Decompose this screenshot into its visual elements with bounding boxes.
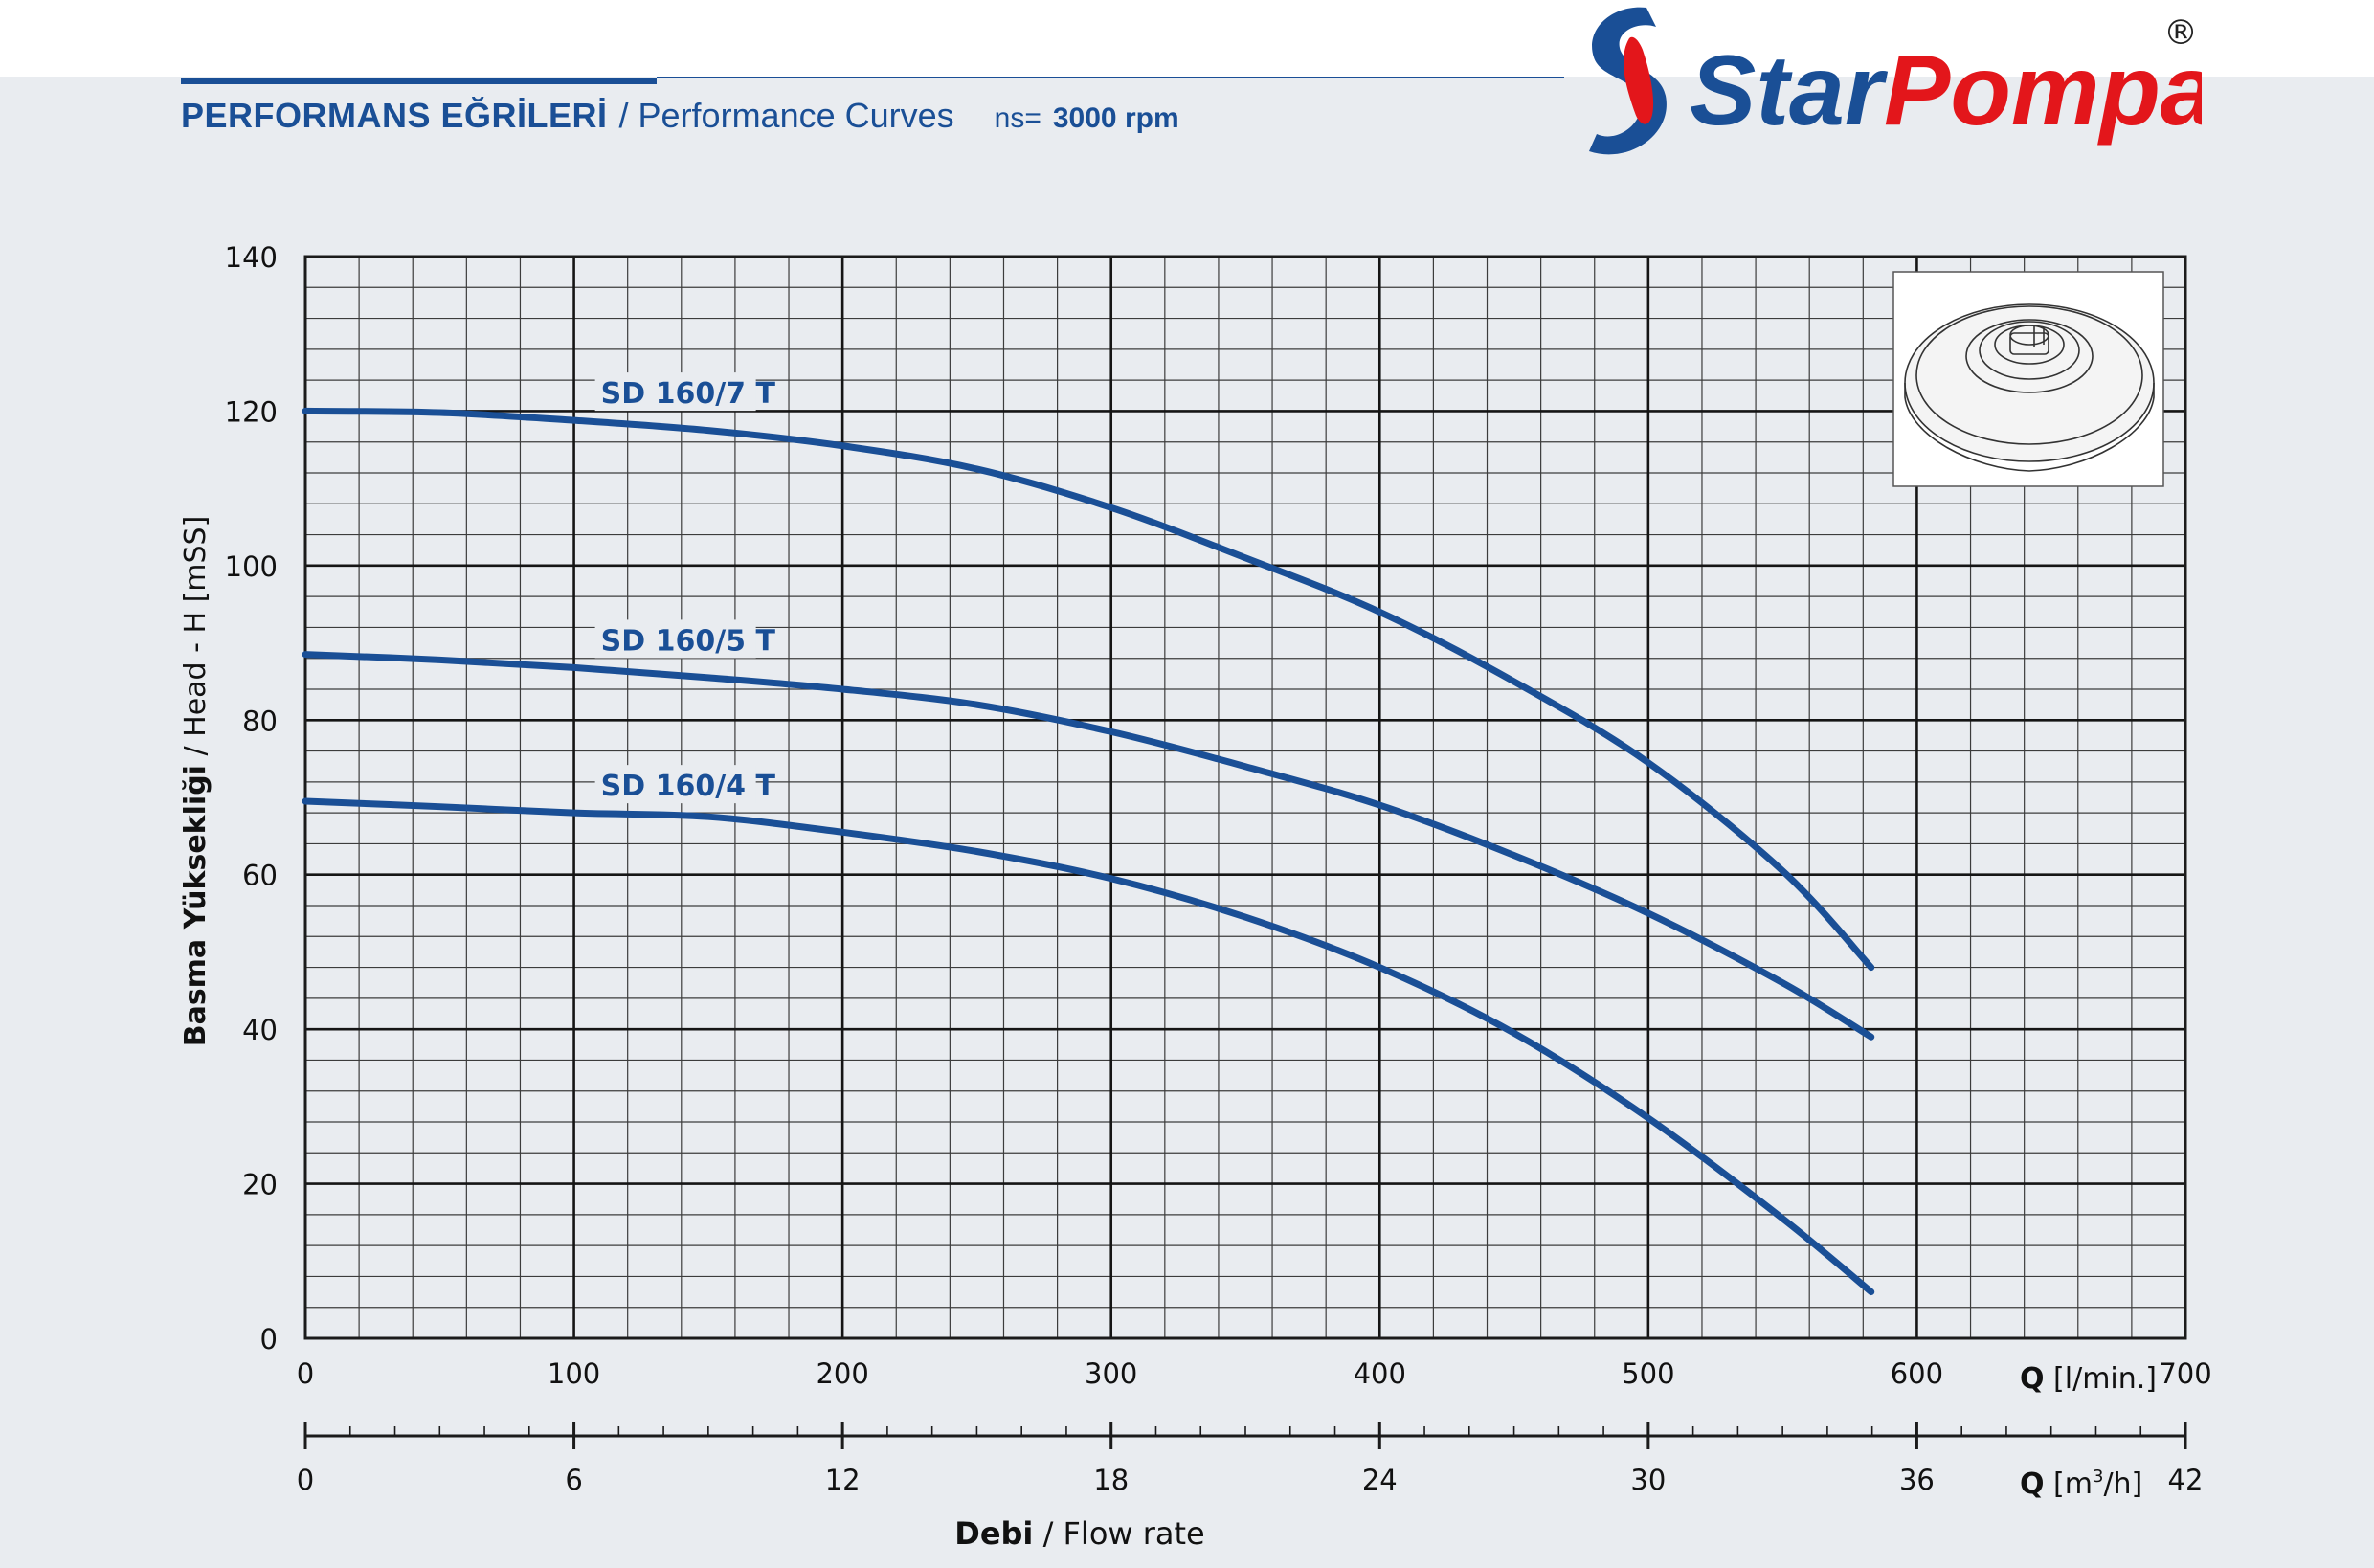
ns-label: ns=	[994, 102, 1041, 134]
secondary-tick-label: 30	[1630, 1464, 1666, 1496]
secondary-tick-label: 36	[1899, 1464, 1935, 1496]
x-tick-labels-lmin: 0 100 200 300 400 500 600 700	[297, 1357, 2212, 1390]
header-rule-thick	[181, 78, 657, 84]
y-tick-label: 0	[260, 1323, 278, 1355]
y-tick-label: 40	[242, 1014, 278, 1046]
series-label: SD 160/5 T	[601, 624, 776, 658]
x-tick-label: 600	[1891, 1357, 1943, 1390]
secondary-tick-label: 6	[565, 1464, 582, 1496]
plot-frame	[303, 255, 2187, 1340]
impeller-icon	[1904, 303, 2155, 472]
curve-sd-160-7-t	[302, 407, 1875, 972]
secondary-axis-major-ticks	[303, 1422, 2187, 1449]
series-label: SD 160/4 T	[601, 770, 776, 803]
header-band	[0, 0, 2374, 77]
x-tick-label: 700	[2159, 1357, 2211, 1390]
secondary-tick-label: 18	[1093, 1464, 1129, 1496]
x-tick-labels-m3h: 0 6 12 18 24 30 36 42	[297, 1464, 2204, 1496]
major-grid	[305, 257, 2185, 1338]
x-tick-label: 400	[1354, 1357, 1406, 1390]
y-tick-label: 20	[242, 1169, 278, 1201]
x-tick-label: 0	[297, 1357, 314, 1390]
rpm-value: 3000 rpm	[1052, 102, 1179, 134]
series-label-bg	[594, 619, 756, 659]
secondary-tick-label: 12	[825, 1464, 861, 1496]
y-tick-label: 100	[225, 550, 278, 583]
logo-text-star: Star	[1690, 35, 1889, 146]
minor-grid	[305, 257, 2185, 1338]
x-unit-m3h: Q [m3/h]	[2020, 1467, 2142, 1501]
y-tick-label: 140	[225, 241, 278, 274]
y-tick-label: 120	[225, 395, 278, 428]
secondary-tick-label: 24	[1362, 1464, 1398, 1496]
secondary-tick-label: 0	[297, 1464, 314, 1496]
series-labels: SD 160/7 T SD 160/5 T SD 160/4 T	[594, 372, 776, 804]
curve-sd-160-5-t	[302, 651, 1875, 1041]
secondary-axis-minor-ticks	[348, 1426, 2142, 1436]
y-axis-title: Basma Yüksekliği / Head - H [mSS]	[179, 516, 213, 1047]
x-tick-label: 100	[548, 1357, 600, 1390]
x-axis-title: Debi / Flow rate	[954, 1515, 1204, 1552]
curve-sd-160-4-t	[302, 797, 1875, 1296]
x-tick-label: 300	[1085, 1357, 1137, 1390]
series-label: SD 160/7 T	[601, 377, 776, 411]
header-rule-thin	[657, 77, 1564, 78]
title-english: / Performance Curves	[618, 96, 954, 135]
performance-curves	[302, 407, 1875, 1296]
logo-text-pompa: Pompa	[1884, 35, 2202, 146]
x-unit-lmin: Q [l/min.]	[2020, 1362, 2157, 1396]
x-tick-label: 200	[816, 1357, 868, 1390]
page-title: PERFORMANS EĞRİLERİ / Performance Curves…	[181, 96, 1179, 144]
y-tick-labels: 0 20 40 60 80 100 120 140	[225, 241, 278, 1355]
secondary-tick-label: 42	[2168, 1464, 2204, 1496]
title-turkish: PERFORMANS EĞRİLERİ	[181, 96, 608, 135]
y-tick-label: 80	[242, 705, 278, 737]
x-tick-label: 500	[1622, 1357, 1674, 1390]
star-pompa-logo: Star Pompa ®	[1589, 7, 2202, 155]
y-tick-label: 60	[242, 860, 278, 892]
registered-mark: ®	[2163, 13, 2198, 53]
series-label-bg	[594, 765, 756, 804]
series-label-bg	[594, 372, 756, 412]
logo-emblem-icon	[1589, 7, 1667, 155]
impeller-thumbnail	[1892, 271, 2164, 487]
